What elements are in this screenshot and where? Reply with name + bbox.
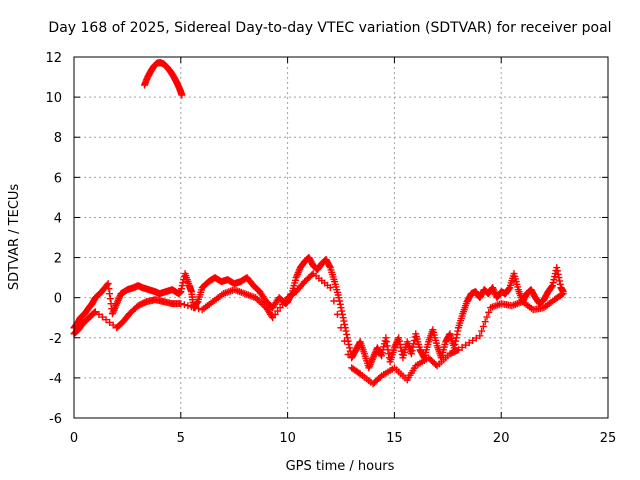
data-point [476, 332, 484, 340]
data-point [395, 334, 403, 342]
data-point [469, 336, 477, 344]
data-point [555, 274, 563, 282]
data-point [383, 338, 391, 346]
data-point [326, 262, 334, 270]
data-point [339, 314, 347, 322]
data-point [193, 299, 201, 307]
data-point [558, 291, 566, 299]
data-point [483, 313, 491, 321]
data-point [180, 301, 188, 309]
data-point [478, 327, 486, 335]
y-tick-label: -4 [49, 372, 62, 387]
data-point [465, 339, 473, 347]
data-point [342, 327, 350, 335]
data-point [191, 304, 199, 312]
data-point [95, 310, 103, 318]
data-point [553, 267, 561, 275]
data-point [333, 310, 341, 318]
y-tick-label: -2 [49, 332, 62, 347]
data-point [340, 317, 348, 325]
x-tick-label: 20 [493, 431, 510, 446]
data-point [187, 303, 195, 311]
data-point [91, 308, 99, 316]
data-point [458, 343, 466, 351]
data-point [308, 271, 316, 279]
data-point [408, 346, 416, 354]
data-point [395, 337, 403, 345]
data-point [452, 337, 460, 345]
data-point [556, 280, 564, 288]
data-point [553, 264, 561, 272]
data-point [559, 290, 567, 298]
data-point [472, 334, 480, 342]
x-tick-label: 10 [279, 431, 296, 446]
data-point [383, 342, 391, 350]
axis-ticks: 0 5 10 15 20 25 -6 -4 -2 0 2 4 6 8 10 12 [45, 51, 616, 446]
data-point [407, 350, 415, 358]
data-point [453, 330, 461, 338]
data-point [548, 283, 556, 291]
data-point [346, 344, 354, 352]
data-point [462, 341, 470, 349]
data-point [344, 350, 352, 358]
data-point [103, 281, 111, 289]
data-point [556, 277, 564, 285]
data-point [336, 300, 344, 308]
data-point [106, 318, 114, 326]
data-point [355, 369, 363, 377]
y-tick-label: 0 [54, 292, 62, 307]
data-point [452, 334, 460, 342]
data-point [481, 318, 489, 326]
y-axis-label: SDTVAR / TECUs [7, 184, 22, 291]
y-tick-label: 10 [45, 91, 62, 106]
data-point [409, 343, 417, 351]
plot-frame [73, 56, 609, 419]
y-tick-label: 12 [45, 51, 62, 66]
data-point [454, 327, 462, 335]
data-point [338, 307, 346, 315]
data-point [105, 285, 113, 293]
x-tick-label: 5 [177, 431, 185, 446]
data-point [326, 284, 334, 292]
y-tick-label: -6 [49, 412, 62, 427]
data-point [337, 324, 345, 332]
data-point [345, 340, 353, 348]
data-point [485, 308, 493, 316]
data-point [454, 346, 462, 354]
data-point [341, 337, 349, 345]
grid-lines [74, 57, 608, 418]
data-points [70, 59, 567, 388]
x-tick-label: 25 [600, 431, 617, 446]
data-point [343, 330, 351, 338]
data-point [341, 320, 349, 328]
data-point [479, 322, 487, 330]
data-point [330, 297, 338, 305]
data-point [382, 334, 390, 342]
data-point [451, 340, 459, 348]
x-tick-label: 0 [70, 431, 78, 446]
x-axis-label: GPS time / hours [286, 459, 395, 474]
data-point [505, 285, 513, 293]
data-point [376, 373, 384, 381]
data-point [184, 302, 192, 310]
data-point [106, 290, 114, 298]
y-tick-label: 2 [54, 252, 62, 267]
y-tick-label: 8 [54, 131, 62, 146]
x-tick-label: 15 [386, 431, 403, 446]
data-point [98, 313, 106, 321]
data-point [335, 294, 343, 302]
y-tick-label: 4 [54, 211, 62, 226]
data-point [104, 280, 112, 288]
data-point [178, 91, 186, 99]
data-point [396, 340, 404, 348]
chart-title: Day 168 of 2025, Sidereal Day-to-day VTE… [48, 20, 611, 36]
data-point [554, 270, 562, 278]
y-tick-label: 6 [54, 171, 62, 186]
data-point [337, 304, 345, 312]
data-point [177, 300, 185, 308]
data-point [102, 316, 110, 324]
data-point [106, 295, 114, 303]
